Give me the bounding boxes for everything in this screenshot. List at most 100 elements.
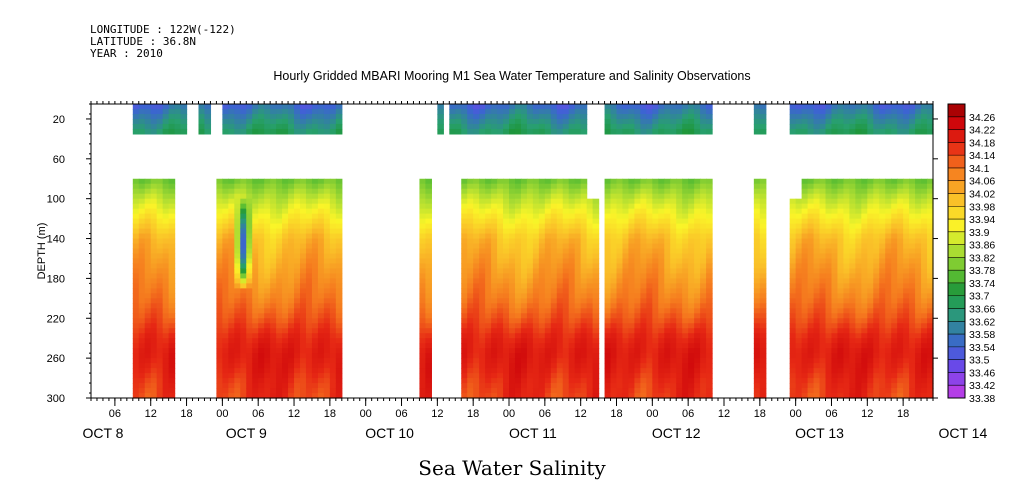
heatmap-cell: [759, 183, 767, 190]
heatmap-cell: [317, 318, 325, 324]
heatmap-cell: [503, 293, 510, 299]
heatmap-cell: [497, 323, 504, 329]
heatmap-cell: [228, 128, 235, 135]
heatmap-cell: [831, 273, 839, 279]
heatmap-cell: [491, 104, 498, 110]
heatmap-cell: [497, 338, 504, 344]
heatmap-cell: [676, 388, 683, 394]
heatmap-cell: [156, 283, 164, 289]
heatmap-cell: [628, 228, 636, 235]
heatmap-cell: [294, 333, 301, 339]
heatmap-cell: [753, 203, 761, 210]
heatmap-cell: [574, 343, 582, 349]
heatmap-cell: [497, 203, 504, 210]
heatmap-cell: [861, 313, 868, 319]
heatmap-cell: [228, 228, 235, 235]
heatmap-cell: [419, 378, 427, 384]
heatmap-cell: [837, 338, 845, 344]
heatmap-cell: [556, 343, 564, 349]
heatmap-cell: [753, 283, 761, 289]
heatmap-cell: [706, 193, 713, 200]
heatmap-cell: [915, 233, 922, 240]
heatmap-cell: [813, 288, 821, 294]
heatmap-cell: [562, 238, 570, 245]
heatmap-cell: [246, 183, 253, 190]
heatmap-cell: [503, 358, 510, 364]
heatmap-cell: [282, 188, 289, 195]
heatmap-cell: [216, 358, 223, 364]
heatmap-cell: [544, 123, 552, 130]
heatmap-cell: [216, 233, 223, 240]
heatmap-cell: [753, 198, 761, 205]
heatmap-cell: [628, 248, 636, 255]
heatmap-cell: [837, 104, 845, 110]
heatmap-cell: [688, 348, 695, 354]
heatmap-cell: [509, 118, 516, 125]
heatmap-cell: [526, 303, 534, 309]
heatmap-cell: [676, 318, 683, 324]
heatmap-cell: [753, 238, 761, 245]
heatmap-cell: [144, 308, 152, 314]
heatmap-cell: [497, 378, 504, 384]
heatmap-cell: [861, 323, 868, 329]
heatmap-cell: [592, 328, 600, 334]
heatmap-cell: [897, 263, 904, 270]
heatmap-cell: [538, 328, 546, 334]
heatmap-cell: [646, 193, 653, 200]
heatmap-cell: [329, 288, 337, 294]
heatmap-cell: [610, 278, 618, 284]
heatmap-cell: [503, 343, 510, 349]
heatmap-cell: [485, 288, 492, 294]
heatmap-cell: [574, 323, 582, 329]
heatmap-cell: [550, 343, 558, 349]
heatmap-cell: [670, 373, 677, 379]
heatmap-cell: [849, 353, 856, 359]
heatmap-cell: [604, 218, 612, 225]
heatmap-cell: [664, 278, 671, 284]
heatmap-cell: [927, 358, 934, 364]
heatmap-cell: [276, 218, 283, 225]
heatmap-cell: [550, 368, 558, 374]
heatmap-cell: [491, 283, 498, 289]
heatmap-cell: [801, 338, 809, 344]
heatmap-cell: [825, 228, 833, 235]
heatmap-cell: [532, 263, 540, 270]
heatmap-cell: [825, 123, 833, 130]
heatmap-cell: [861, 273, 868, 279]
heatmap-cell: [694, 298, 701, 304]
heatmap-cell: [532, 183, 540, 190]
heatmap-cell: [162, 388, 170, 394]
heatmap-cell: [801, 363, 809, 369]
heatmap-cell: [479, 378, 486, 384]
heatmap-cell: [652, 118, 659, 125]
heatmap-cell: [234, 108, 241, 115]
heatmap-cell: [485, 328, 492, 334]
heatmap-cell: [694, 108, 701, 115]
heatmap-cell: [317, 288, 325, 294]
heatmap-cell: [670, 393, 677, 399]
heatmap-cell: [467, 208, 474, 215]
heatmap-cell: [276, 178, 283, 185]
heatmap-cell: [885, 363, 892, 369]
heatmap-cell: [252, 313, 259, 319]
heatmap-cell: [586, 293, 594, 299]
heatmap-cell: [915, 368, 922, 374]
heatmap-cell: [520, 273, 528, 279]
heatmap-cell: [526, 213, 534, 220]
heatmap-cell: [544, 218, 552, 225]
heatmap-cell: [258, 348, 265, 354]
heatmap-cell: [335, 273, 343, 279]
heatmap-cell: [879, 393, 886, 399]
heatmap-cell: [658, 353, 665, 359]
heatmap-cell: [323, 203, 331, 210]
heatmap-cell: [156, 263, 164, 270]
heatmap-cell: [461, 308, 468, 314]
heatmap-cell: [610, 183, 618, 190]
heatmap-cell: [461, 283, 468, 289]
heatmap-cell: [861, 193, 868, 200]
heatmap-cell: [807, 378, 815, 384]
heatmap-cell: [467, 383, 474, 389]
heatmap-cell: [789, 243, 797, 250]
heatmap-cell: [132, 193, 140, 200]
